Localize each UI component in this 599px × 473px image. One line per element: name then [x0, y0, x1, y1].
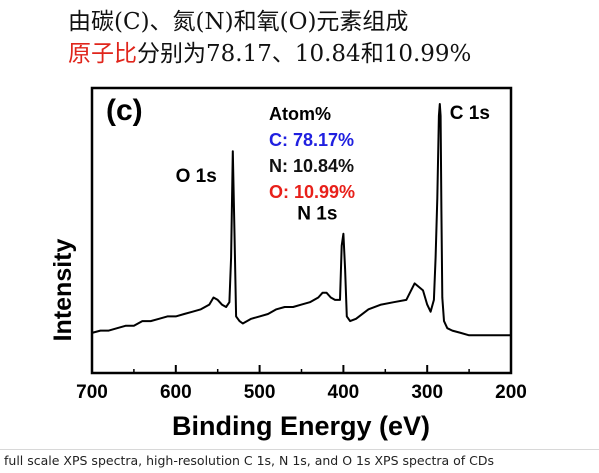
atom-percent-title: Atom%	[269, 104, 331, 124]
xps-chart: 700 600 500 400 300 200 (c) O 1s N 1s C 1s At…	[49, 86, 527, 441]
atom-percent-c: C: 78.17%	[269, 130, 354, 150]
header-highlight: 原子比	[68, 41, 137, 67]
spectrum-line	[91, 103, 511, 337]
x-axis-label: Binding Energy (eV)	[172, 411, 430, 441]
x-tick-label: 600	[160, 382, 192, 403]
caption-text: full scale XPS spectra, high-resolution …	[4, 453, 495, 468]
peak-label-n1s: N 1s	[297, 204, 337, 225]
header-line-2: 原子比分别为78.17、10.84和10.99%	[68, 40, 471, 68]
x-tick-label: 300	[411, 382, 443, 403]
panel-label: (c)	[106, 94, 143, 127]
x-tick-label: 400	[328, 382, 360, 403]
x-tick-label: 200	[495, 382, 527, 403]
atom-percent-o: O: 10.99%	[269, 182, 355, 202]
header-line-2-rest: 分别为78.17、10.84和10.99%	[137, 41, 472, 67]
x-tick-label: 500	[244, 382, 276, 403]
atom-percent-n: N: 10.84%	[269, 156, 354, 176]
header: 由碳(C)、氮(N)和氧(O)元素组成 原子比分别为78.17、10.84和10…	[0, 0, 599, 78]
y-axis-label: Intensity	[49, 239, 77, 342]
x-tick-label: 700	[76, 382, 108, 403]
peak-label-o1s: O 1s	[176, 166, 217, 187]
peak-label-c1s: C 1s	[450, 103, 490, 124]
x-axis-ticks: 700 600 500 400 300 200	[76, 365, 527, 403]
caption-bar: full scale XPS spectra, high-resolution …	[0, 449, 599, 473]
header-line-1: 由碳(C)、氮(N)和氧(O)元素组成	[68, 9, 409, 35]
